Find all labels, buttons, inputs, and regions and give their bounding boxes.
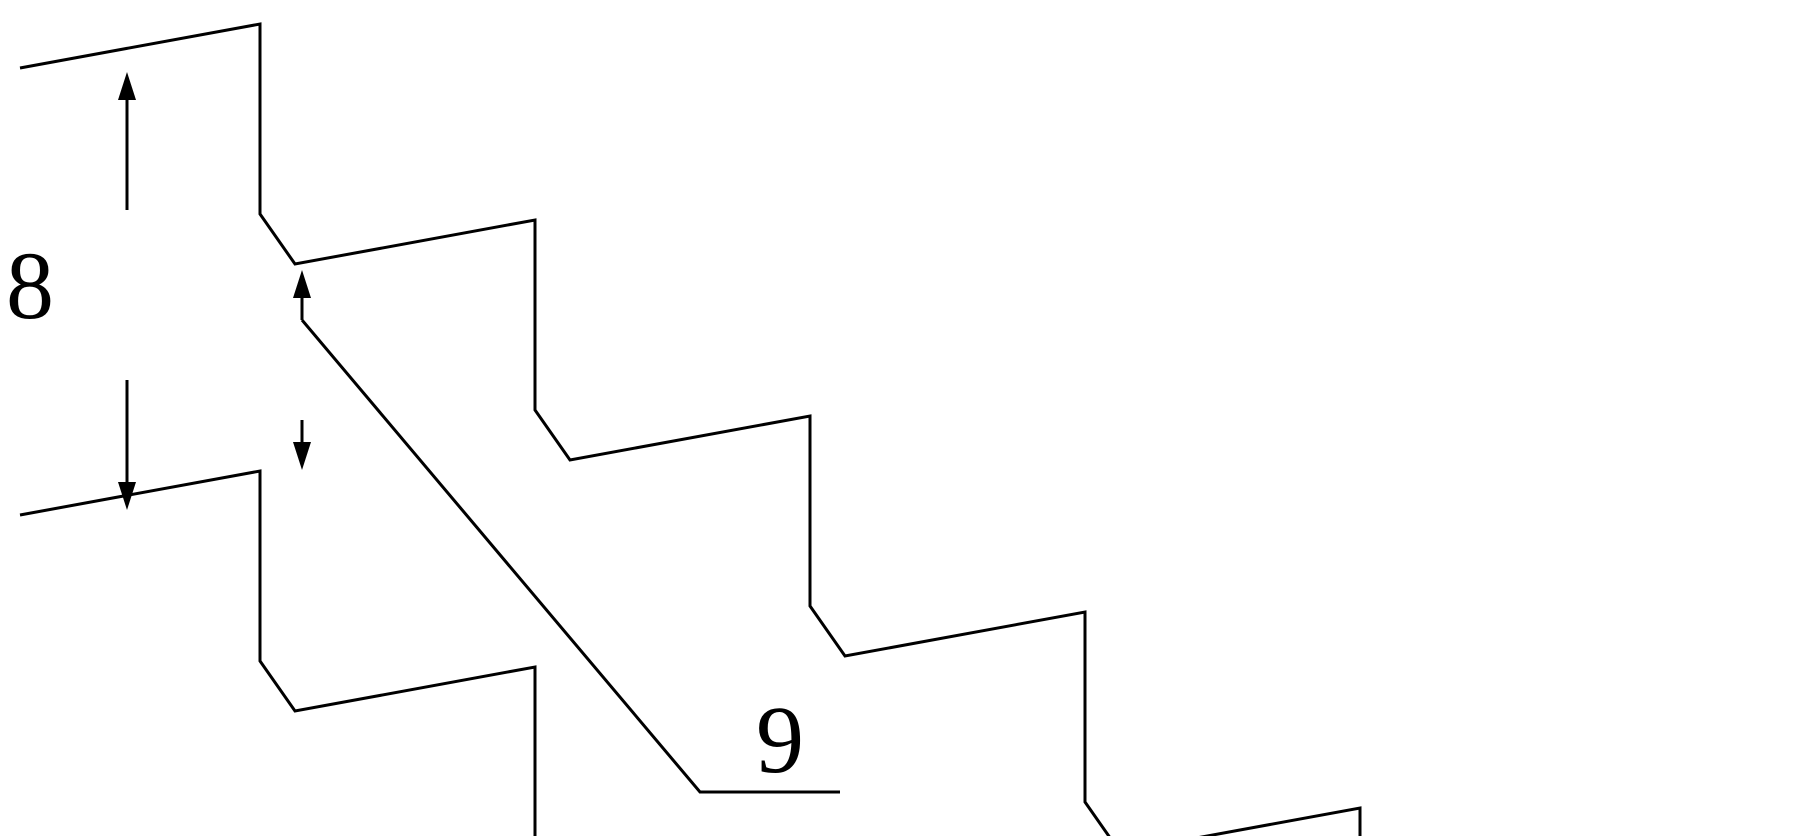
arrowhead-icon xyxy=(293,442,311,470)
arrowhead-icon xyxy=(293,270,311,298)
arrowhead-icon xyxy=(118,72,136,100)
dimension-9 xyxy=(293,270,311,470)
top-sawtooth xyxy=(20,24,1797,836)
dimension-8 xyxy=(118,72,136,510)
bottom-sawtooth xyxy=(20,471,1797,836)
dimension-8-label: 8 xyxy=(6,232,54,339)
callout-9-label: 9 xyxy=(756,686,804,793)
